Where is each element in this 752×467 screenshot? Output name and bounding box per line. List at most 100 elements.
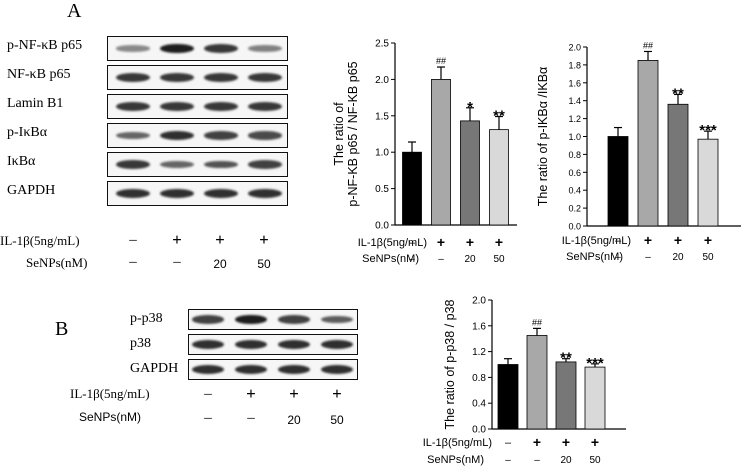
chart2-y-tick-label: 0.0 <box>568 222 581 232</box>
panel-a-band <box>116 188 150 199</box>
panel-b-blot-label: p38 <box>130 336 151 351</box>
chart2-y-tick-label: 0.2 <box>568 204 581 214</box>
panel-a-band <box>160 43 194 54</box>
chart1-il-sign: + <box>495 234 503 250</box>
panel-a-blot-label: Lamin B1 <box>7 96 64 111</box>
chart2-il-sign: – <box>615 235 622 247</box>
chart3-y-label: The ratio of p-p38 / p38 <box>443 299 457 429</box>
panel-b-band <box>235 339 267 350</box>
chart3-bar <box>555 361 577 430</box>
panel-a-band <box>116 102 150 111</box>
chart2-y-tick-label: 1.2 <box>568 114 581 124</box>
chart2-il-sign: + <box>704 232 712 248</box>
panel-b-se-label: SeNPs(nM) <box>79 410 142 424</box>
panel-a-blot-label: p-NF-κB p65 <box>7 38 83 53</box>
chart2-bar <box>637 60 659 227</box>
panel-a-band <box>204 160 238 169</box>
chart1-se-sign: 20 <box>464 254 476 265</box>
panel-b-blot-label: GAPDH <box>130 361 179 376</box>
chart3-y-tick-label: 0.8 <box>472 373 486 384</box>
chart3-significance: *** <box>586 355 604 372</box>
panel-b-blot-strip <box>188 359 358 380</box>
panel-a-band <box>160 188 194 199</box>
chart3-se-sign: – <box>534 455 540 466</box>
chart1-y-tick-label: 2.0 <box>375 75 389 86</box>
panel-b-blot-strip <box>188 334 358 355</box>
chart3-se-label: SeNPs(nM) <box>427 454 484 466</box>
panel-a-letter: A <box>67 0 82 22</box>
chart1-se-sign: – <box>438 254 444 265</box>
panel-a-band <box>160 73 194 82</box>
chart2-se-label: SeNPs(nM) <box>566 251 623 263</box>
chart2-y-label: The ratio of p-IKBα /IKBα <box>536 67 550 207</box>
chart3-il-sign: – <box>505 437 512 449</box>
panel-a-band <box>116 45 150 52</box>
chart3-il-sign: + <box>562 434 570 450</box>
panel-a-band <box>204 188 238 199</box>
chart2-y-tick-label: 1.0 <box>568 132 581 142</box>
chart3-il-label: IL-1β(5ng/mL) <box>423 437 492 449</box>
chart2-bar <box>607 136 629 227</box>
panel-b-band <box>192 339 224 350</box>
chart2-y-tick-label: 0.6 <box>568 168 581 178</box>
chart3-bar <box>526 335 548 430</box>
panel-a-il-signs: + <box>172 230 182 249</box>
chart3-y-tick-label: 1.6 <box>472 321 486 332</box>
panel-a-band <box>248 45 282 52</box>
panel-a-blot-label: IκBα <box>7 154 36 169</box>
chart2-il-sign: + <box>674 232 682 248</box>
chart1-y-tick-label: 2.5 <box>375 39 389 50</box>
panel-b-letter: B <box>55 318 69 340</box>
chart1-significance: * <box>467 99 473 116</box>
chart3-se-sign: 20 <box>560 455 572 466</box>
chart2-il-sign: + <box>644 232 652 248</box>
panel-a-se-label: SeNPs(nM) <box>26 255 88 270</box>
panel-b-se-signs: 50 <box>330 413 344 427</box>
panel-a-band <box>204 73 238 82</box>
chart3-significance: ## <box>532 317 542 327</box>
chart-ikba-ratio: 0.0 0.2 0.4 0.6 0.8 1.0 1.2 1.4 1.6 1.8 2.0 The rat… <box>536 40 741 263</box>
chart2-se-sign: 20 <box>672 252 684 263</box>
panel-a-band <box>248 131 282 140</box>
panel-a-blot-label: p-IκBα <box>7 125 48 140</box>
chart2-se-sign: – <box>645 252 651 263</box>
panel-a-se-signs: – <box>129 254 137 270</box>
chart2-bar <box>667 103 689 227</box>
chart1-il-sign: + <box>466 234 474 250</box>
chart1-bar <box>489 129 509 226</box>
chart3-y-tick-label: 0.4 <box>472 399 486 410</box>
panel-a-band <box>116 160 150 169</box>
chart2-il-label: IL-1β(5ng/mL) <box>562 235 631 247</box>
panel-b-se-signs: – <box>247 410 255 426</box>
panel-a-band <box>204 44 238 53</box>
chart2-y-tick-label: 1.4 <box>568 96 581 106</box>
chart1-y-label-line2: p-NF-KB p65 / NF-KB p65 <box>346 61 360 206</box>
panel-a-blot-label: NF-κB p65 <box>7 67 71 82</box>
chart2-se-sign: 50 <box>702 252 714 263</box>
panel-a-band <box>248 102 282 111</box>
chart1-bar <box>460 120 480 226</box>
panel-a-il-signs: + <box>215 230 225 249</box>
chart2-y-tick-label: 1.8 <box>568 60 581 70</box>
chart3-se-sign: 50 <box>589 455 601 466</box>
chart1-y-tick-label: 1.0 <box>375 148 389 159</box>
chart3-bar <box>497 364 519 430</box>
panel-b-band <box>235 314 267 325</box>
chart1-significance: ## <box>436 56 446 66</box>
chart3-y-tick-label: 2.0 <box>472 296 486 307</box>
chart2-significance: ** <box>672 85 684 102</box>
panel-b-band <box>278 364 310 375</box>
chart2-significance: ## <box>643 40 653 50</box>
chart1-bar <box>402 151 422 226</box>
panel-a-band <box>248 160 282 169</box>
panel-b-band <box>278 339 310 350</box>
panel-b-band <box>235 364 267 375</box>
panel-a-se-signs: 50 <box>257 257 271 271</box>
chart1-il-sign: + <box>437 234 445 250</box>
panel-b-band <box>278 315 310 324</box>
chart3-significance: ** <box>560 350 572 367</box>
panel-a-il-label: IL-1β(5ng/mL) <box>0 233 80 248</box>
chart1-y-tick-label: 1.5 <box>375 111 389 122</box>
panel-a-band <box>248 73 282 82</box>
panel-a-se-signs: 20 <box>213 257 227 271</box>
